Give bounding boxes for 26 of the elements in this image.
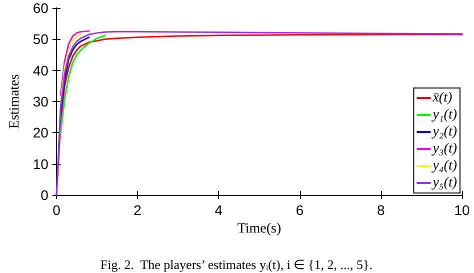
line-series [60,36,90,115]
y-axis-title: Estimates [8,74,22,129]
line-series [60,34,106,134]
x-tick-label: 6 [296,202,304,218]
y-tick-label: 10 [32,156,49,172]
x-tick-label: 2 [134,202,142,218]
y-tick-label: 0 [40,187,49,203]
x-tick-label: 4 [214,202,223,218]
line-series [60,32,82,102]
x-tick-label: 10 [454,202,470,218]
x-axis-title: Time(s) [237,221,282,236]
legend-label: y₄(t) [430,158,458,174]
y-tick-label: 30 [32,94,49,110]
x-tick-label: 8 [376,202,385,218]
x-tick-label: 0 [52,202,61,218]
y-tick-label: 20 [32,124,49,141]
legend-label: x̄(t) [432,90,452,106]
y-tick-label: 50 [32,31,49,48]
y-tick-label: 40 [32,62,49,78]
legend-label: y₃(t) [430,142,458,156]
legend-label: y₁(t) [430,108,458,122]
y-tick-label: 60 [32,0,49,16]
line-series [60,30,90,96]
legend-label: y₂(t) [430,124,458,140]
caption: Fig. 2. The players’ estimates yᵢ(t), i ∈ {1, 2, ..., 5}. [100,257,372,272]
legend-label: y₅(t) [430,176,458,190]
